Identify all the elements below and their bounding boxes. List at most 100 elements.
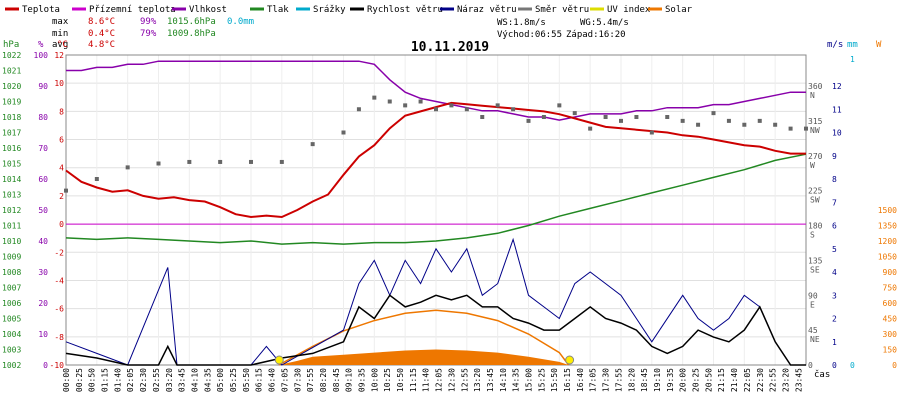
pct-tick-label: 80 [38,113,48,122]
x-tick-label: 18:20 [627,368,636,392]
wm2-tick-label: 1500 [878,206,897,215]
x-tick-label: 09:35 [357,368,366,392]
pressure-line [65,153,807,245]
hpa-tick-label: 1003 [2,346,21,355]
hpa-tick-label: 1016 [2,144,21,153]
ms-tick-label: 11 [832,105,842,114]
wind-gust-line [65,237,806,366]
temp-tick-label: 0 [59,220,64,229]
sunset-time: Západ:16:20 [566,30,626,40]
x-axis-label: čas [814,369,830,380]
legend: Teplota Přízemní teplota Vlhkost Tlak Srážky… [5,5,693,15]
wm2-tick-label: 1350 [878,222,897,231]
wind-speed-line [65,294,806,366]
temp-tick-label: 12 [54,51,64,60]
wind-dir-point [773,122,778,127]
axis-unit-ms: m/s [827,40,843,50]
stat-min-press: 1009.8hPa [167,29,216,39]
axis-unit-temp: °C [57,40,68,50]
temp-tick-label: -4 [54,276,64,285]
wind-dir-point [541,115,546,119]
x-tick-label: 22:05 [743,368,752,392]
hpa-tick-label: 1005 [2,315,21,324]
hpa-tick-label: 1008 [2,268,21,277]
x-tick-label: 02:30 [139,368,148,392]
hpa-tick-label: 1021 [2,67,21,76]
x-tick-label: 13:20 [473,368,482,392]
wind-dir-point [94,177,99,181]
x-tick-label: 20:25 [692,368,701,392]
wm2-tick-label: 300 [883,330,898,339]
x-tick-label: 02:55 [152,368,161,392]
x-tick-label: 18:45 [640,368,649,392]
x-tick-label: 03:45 [178,368,187,392]
wind-dir-point [588,126,593,131]
x-tick-label: 15:25 [537,368,546,392]
wm2-tick-label: 750 [883,284,898,293]
x-tick-label: 07:55 [306,368,315,392]
wind-dir-point [757,118,762,123]
hpa-tick-label: 1006 [2,299,21,308]
pct-tick-label: 90 [38,82,48,91]
wm2-tick-label: 1200 [878,237,897,246]
wind-dir-point [418,99,423,104]
axis-unit-w: W [876,40,882,50]
temp-tick-label: -10 [50,361,65,370]
sun-marker [274,355,284,365]
x-axis: 00:00 00:25 00:50 01:15 01:40 02:05 02:30 02:55… [62,368,803,392]
chart-title: 10.11.2019 [411,40,489,55]
x-tick-label: 15:50 [550,368,559,392]
dir-tick-label: 270 [808,152,823,161]
pct-tick-label: 70 [38,144,48,153]
x-tick-label: 11:40 [422,368,431,392]
temp-tick-label: 4 [59,164,64,173]
x-tick-label: 22:55 [769,368,778,392]
x-tick-label: 10:25 [383,368,392,392]
legend-label: Rychlost větru [367,5,443,15]
x-tick-label: 11:15 [409,368,418,392]
wind-dir-point [603,115,608,119]
wind-dir-point [403,103,408,108]
x-tick-label: 19:35 [666,368,675,392]
wm2-tick-label: 1050 [878,253,897,262]
ms-tick-label: 7 [832,198,837,207]
wm2-tick-label: 600 [883,299,898,308]
ms-tick-label: 3 [832,291,837,300]
wind-dir-point [464,107,469,112]
ms-tick-label: 9 [832,152,837,161]
ms-tick-label: 5 [832,245,837,254]
right-axes: 360N315NW270W225SW180S135SE90E45NE012111… [808,55,897,370]
x-tick-label: 01:15 [101,368,110,392]
wm2-tick-label: 900 [883,268,898,277]
hpa-tick-label: 1010 [2,237,21,246]
wind-dir-point [449,103,454,108]
stat-max-temp: 8.6°C [88,17,115,27]
hpa-tick-label: 1011 [2,222,21,231]
wind-dir-point [341,130,346,135]
wind-dir-point [526,118,531,123]
legend-label: Srážky [313,5,346,15]
x-tick-label: 23:20 [781,368,790,392]
compass-label: NW [810,126,820,135]
wind-dir-point [480,115,485,119]
x-tick-label: 20:00 [679,368,688,392]
solar-area [278,349,569,365]
stat-max-press: 1015.6hPa [167,17,216,27]
stat-min-label: min [52,29,68,39]
wm2-tick-label: 150 [883,346,898,355]
wind-dir-point [634,115,639,119]
compass-label: NE [810,335,820,344]
x-tick-label: 05:25 [229,368,238,392]
wind-dir-point [572,111,577,116]
dir-tick-label: 90 [808,291,818,300]
wind-dir-point [310,142,315,147]
axis-unit-pct: % [38,40,44,50]
dir-tick-label: 0 [808,361,813,370]
wind-dir-point [804,126,808,131]
x-tick-label: 16:15 [563,368,572,392]
mm-tick-label: 1 [850,55,855,64]
x-tick-label: 17:05 [589,368,598,392]
x-tick-label: 10:50 [396,368,405,392]
x-tick-label: 17:55 [614,368,623,392]
hpa-tick-label: 1004 [2,330,21,339]
